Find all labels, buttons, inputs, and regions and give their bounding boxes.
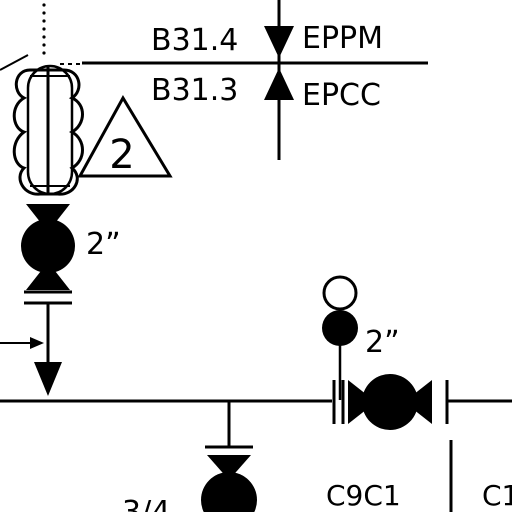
branch-valve-ball (201, 472, 257, 517)
vertical-valve-size: 2” (86, 227, 121, 262)
spec-break-arrow-down (264, 26, 294, 58)
branch-valve-triangle (207, 455, 251, 480)
revision-triangle (77, 94, 173, 178)
spec-break-arrow-up (264, 68, 294, 100)
pipe-spec-left: C9C1 (326, 479, 401, 512)
dashed-vertical-line (42, 3, 46, 55)
flow-arrow-down (34, 362, 62, 396)
valve-bottom-triangle (26, 262, 70, 290)
valve-top-triangle (26, 204, 70, 232)
instrument-filled-circle (322, 310, 358, 346)
instrument-valve-size: 2” (365, 325, 400, 360)
lower-pipe-code: B31.3 (151, 73, 238, 108)
pipe-spec-right: C1 (482, 479, 512, 512)
lower-pipe-scope: EPCC (302, 78, 381, 113)
inline-valve-right-triangle (404, 380, 432, 424)
side-connection-arrow (30, 337, 44, 349)
instrument-open-circle (322, 275, 358, 311)
upper-pipe-scope: EPPM (302, 21, 383, 56)
vessel-element (26, 64, 74, 196)
inline-valve-ball (362, 374, 418, 430)
valve-ball (21, 219, 75, 273)
instrument-signal-line (0, 54, 29, 71)
revision-number: 2 (109, 132, 134, 178)
upper-pipe-code: B31.4 (151, 23, 238, 58)
revision-cloud (12, 68, 84, 196)
branch-valve-size: 3/4 (122, 495, 170, 512)
